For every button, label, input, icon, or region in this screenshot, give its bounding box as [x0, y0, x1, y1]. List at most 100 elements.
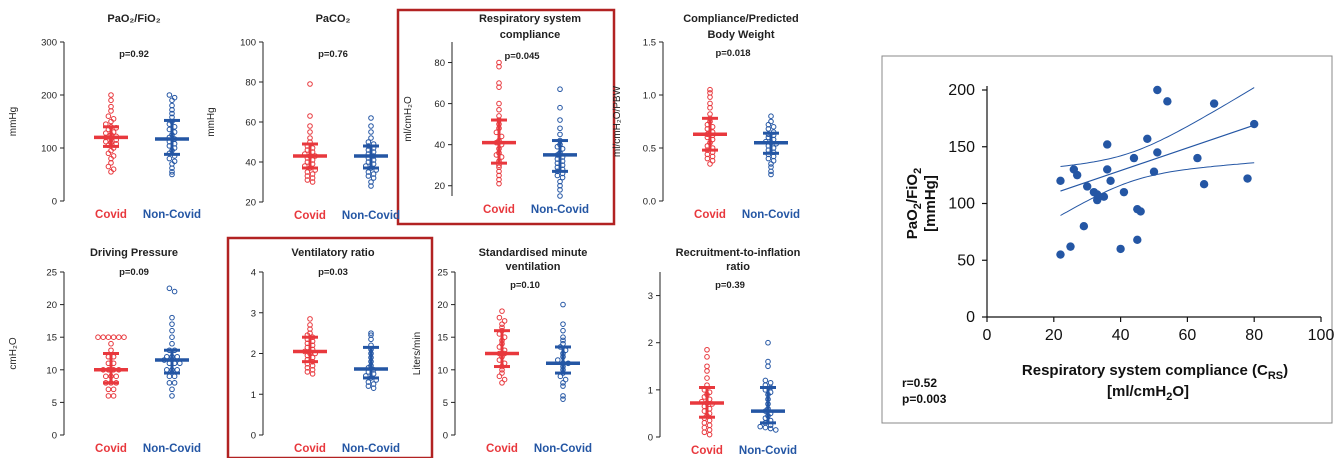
panel-4: Driving Pressure p=0.09 0 5 10 15 20 25 cmH₂O Cov… — [8, 247, 201, 455]
y-tick-label: 0 — [251, 431, 256, 442]
corr-point — [1072, 170, 1082, 180]
point-covid — [309, 171, 316, 177]
point-noncovid — [166, 373, 173, 380]
panel-title: Ventilatory ratio — [291, 247, 374, 259]
point-covid — [304, 369, 311, 375]
label-part: Respiratory system compliance (C — [1022, 362, 1268, 379]
corr-point — [1153, 85, 1162, 95]
y-tick-label: 100 — [240, 38, 256, 49]
panel-title-line: Compliance/Predicted — [683, 13, 799, 25]
y-tick-label: 10 — [46, 365, 57, 376]
point-covid — [307, 81, 313, 87]
point-noncovid — [169, 393, 175, 399]
category-covid: Covid — [294, 210, 326, 222]
corr-point — [1153, 148, 1162, 157]
p-value: p=0.045 — [504, 51, 540, 62]
panel-title-line: ratio — [726, 261, 750, 273]
category-noncovid: Non-Covid — [342, 443, 400, 455]
point-covid — [496, 84, 502, 90]
category-covid: Covid — [483, 204, 515, 216]
point-noncovid — [368, 179, 374, 185]
point-noncovid — [171, 373, 178, 380]
y-tick-label: 20 — [437, 300, 448, 311]
point-noncovid — [560, 380, 566, 386]
corr-x-tick-label: 40 — [1112, 327, 1130, 344]
y-tick-label: 15 — [46, 333, 57, 344]
point-covid — [499, 308, 505, 314]
point-noncovid — [557, 131, 563, 138]
corr-point — [1143, 134, 1152, 144]
y-tick-label: 300 — [41, 38, 57, 49]
point-covid — [307, 135, 313, 141]
point-covid — [307, 326, 313, 332]
point-noncovid — [368, 332, 374, 338]
point-covid — [704, 375, 710, 381]
point-covid — [309, 179, 316, 185]
category-covid: Covid — [294, 443, 326, 455]
point-covid — [108, 97, 114, 104]
panel-title-line: Recruitment-to-inflation — [676, 247, 801, 259]
point-covid — [110, 116, 117, 122]
label-part: ) — [1283, 362, 1288, 379]
label-part: PaO — [904, 209, 921, 239]
point-noncovid — [169, 165, 175, 171]
category-noncovid: Non-Covid — [342, 210, 400, 222]
panel-6: Standardised minute ventilation p=0.10 0 5 10… — [412, 247, 592, 455]
point-covid — [706, 417, 713, 424]
category-covid: Covid — [694, 209, 726, 221]
point-noncovid — [557, 104, 563, 111]
category-covid: Covid — [691, 445, 723, 457]
label-part: O] — [1172, 383, 1189, 400]
y-tick-label: 80 — [434, 58, 445, 69]
panel-title: Compliance/Predicted Body Weight — [683, 13, 799, 41]
point-covid — [307, 129, 313, 135]
corr-point — [1099, 192, 1109, 201]
y-tick-label: 2 — [648, 338, 653, 349]
point-noncovid — [174, 367, 180, 373]
category-covid: Covid — [95, 209, 127, 221]
point-covid — [704, 368, 710, 374]
point-covid — [108, 147, 114, 154]
y-tick-label: 15 — [437, 333, 448, 344]
point-noncovid — [368, 115, 374, 121]
point-covid — [704, 155, 711, 162]
point-noncovid — [768, 171, 774, 178]
panel-title: Standardised minute ventilation — [479, 247, 588, 273]
point-noncovid — [757, 423, 764, 430]
corr-point — [1199, 180, 1209, 189]
point-noncovid — [767, 425, 774, 432]
y-axis-label: ml/cmH₂O — [403, 96, 414, 142]
panel-title-line: Respiratory system — [479, 13, 581, 25]
point-covid — [105, 334, 112, 341]
point-noncovid — [560, 337, 566, 344]
point-covid — [105, 113, 112, 119]
point-noncovid — [762, 424, 769, 431]
label-part: 2 — [1166, 391, 1172, 403]
point-covid — [105, 150, 112, 157]
y-tick-label: 0.5 — [643, 144, 656, 155]
point-noncovid — [773, 427, 779, 433]
point-covid — [496, 106, 502, 113]
point-noncovid — [768, 113, 774, 119]
y-tick-label: 20 — [245, 198, 256, 209]
point-noncovid — [169, 340, 175, 347]
y-axis-label: mmHg — [8, 107, 19, 136]
point-covid — [704, 363, 710, 370]
y-tick-label: 20 — [434, 181, 445, 192]
point-noncovid — [368, 129, 374, 135]
point-noncovid — [166, 285, 173, 292]
point-noncovid — [560, 383, 566, 389]
point-noncovid — [370, 171, 377, 177]
highlight-frame-2 — [396, 8, 616, 226]
panel-1: PaCO₂ p=0.76 20 40 60 80 100 mmHg Covid Non-Covid — [206, 13, 400, 222]
point-covid — [110, 386, 117, 393]
point-noncovid — [365, 169, 372, 175]
point-noncovid — [169, 171, 175, 178]
corr-x-tick-label: 60 — [1179, 327, 1197, 344]
point-covid — [110, 153, 117, 159]
corr-point — [1163, 97, 1172, 106]
point-covid — [706, 422, 713, 429]
point-noncovid — [368, 330, 374, 336]
point-noncovid — [171, 158, 178, 165]
point-noncovid — [169, 107, 175, 113]
